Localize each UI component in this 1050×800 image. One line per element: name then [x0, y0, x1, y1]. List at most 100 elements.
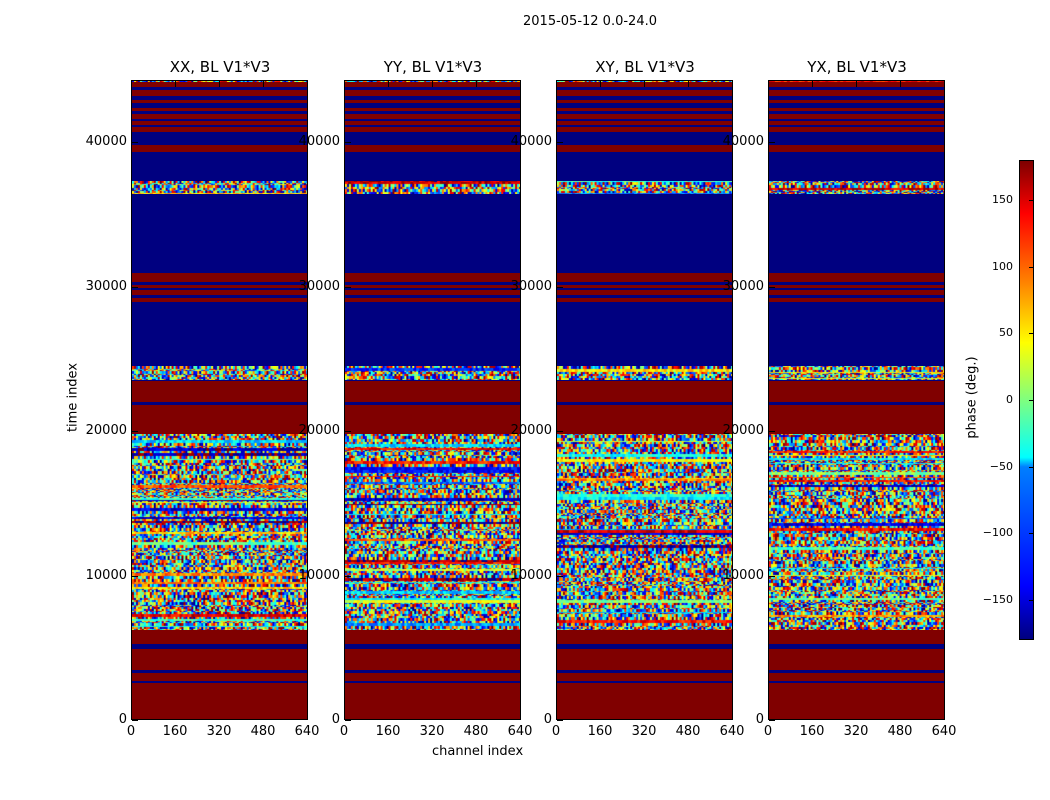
- x-tick-mark: [219, 81, 220, 87]
- heatmap-panel: [131, 80, 308, 720]
- x-tick-label: 320: [843, 724, 869, 739]
- heatmap-noise-band: [769, 433, 944, 630]
- heatmap-solid-band: [769, 294, 944, 298]
- heatmap-solid-band: [345, 121, 520, 126]
- x-tick-label: 0: [551, 724, 561, 739]
- y-tick-mark: [345, 286, 351, 288]
- x-tick-label: 640: [931, 724, 957, 739]
- heatmap-solid-band: [345, 107, 520, 112]
- y-tick-mark: [132, 142, 138, 144]
- heatmap-solid-band: [132, 281, 307, 285]
- y-tick-mark: [769, 575, 775, 577]
- heatmap-solid-band: [345, 87, 520, 90]
- x-tick-label: 160: [587, 724, 613, 739]
- heatmap-solid-band: [557, 87, 732, 90]
- x-tick-mark: [476, 81, 477, 87]
- heatmap-solid-band: [557, 381, 732, 403]
- heatmap-solid-band: [132, 118, 307, 122]
- heatmap-solid-band: [557, 294, 732, 298]
- heatmap-solid-band: [345, 111, 520, 115]
- heatmap-solid-band: [132, 131, 307, 145]
- heatmap-solid-band: [345, 302, 520, 366]
- heatmap-solid-band: [557, 89, 732, 97]
- heatmap-solid-band: [345, 629, 520, 645]
- heatmap-solid-band: [769, 144, 944, 152]
- colorbar-tick-label: 100: [992, 259, 1013, 273]
- heatmap-solid-band: [557, 379, 732, 382]
- heatmap-solid-band: [345, 118, 520, 122]
- heatmap-solid-band: [345, 294, 520, 298]
- colorbar-tick-mark: [1029, 400, 1034, 401]
- x-tick-mark: [131, 81, 132, 87]
- y-tick-label: 40000: [298, 134, 340, 150]
- heatmap-solid-band: [132, 670, 307, 674]
- y-tick-label: 20000: [298, 423, 340, 439]
- heatmap-solid-band: [132, 629, 307, 645]
- heatmap-solid-band: [132, 287, 307, 291]
- y-tick-label: 20000: [722, 423, 764, 439]
- heatmap-solid-band: [769, 151, 944, 181]
- y-tick-label: 20000: [510, 423, 552, 439]
- y-tick-mark: [132, 431, 138, 433]
- heatmap-solid-band: [557, 114, 732, 119]
- x-tick-label: 640: [719, 724, 745, 739]
- y-tick-label: 40000: [85, 134, 127, 150]
- colorbar-tick-mark: [1029, 600, 1034, 601]
- y-tick-mark: [557, 142, 563, 144]
- colorbar-tick-mark: [1029, 466, 1034, 468]
- heatmap-solid-band: [132, 673, 307, 681]
- heatmap-solid-band: [132, 381, 307, 403]
- heatmap-solid-band: [132, 644, 307, 649]
- heatmap-solid-band: [769, 127, 944, 132]
- panel-title: YY, BL V1*V3: [383, 58, 483, 76]
- heatmap-solid-band: [345, 644, 520, 649]
- x-tick-mark: [388, 81, 389, 87]
- heatmap-noise-band: [345, 180, 520, 194]
- y-tick-label: 0: [331, 712, 340, 727]
- y-tick-mark: [132, 286, 138, 288]
- heatmap-solid-band: [557, 680, 732, 684]
- heatmap-solid-band: [345, 131, 520, 145]
- y-tick-label: 20000: [85, 423, 127, 439]
- heatmap-solid-band: [769, 131, 944, 145]
- heatmap-solid-band: [557, 125, 732, 128]
- y-tick-mark: [345, 431, 351, 433]
- heatmap-solid-band: [132, 96, 307, 100]
- heatmap-solid-band: [769, 87, 944, 90]
- heatmap-solid-band: [557, 193, 732, 274]
- x-tick-label: 640: [507, 724, 533, 739]
- colorbar-tick-label: −100: [982, 526, 1013, 540]
- heatmap-solid-band: [345, 404, 520, 434]
- heatmap-solid-band: [557, 127, 732, 132]
- heatmap-solid-band: [769, 673, 944, 681]
- figure-title: 2015-05-12 0.0-24.0: [523, 14, 657, 29]
- heatmap-solid-band: [557, 144, 732, 152]
- heatmap-solid-band: [345, 281, 520, 285]
- heatmap-solid-band: [345, 151, 520, 181]
- heatmap-panel: [768, 80, 945, 720]
- heatmap-solid-band: [557, 673, 732, 681]
- colorbar-tick-label: 50: [999, 326, 1013, 340]
- heatmap-solid-band: [769, 297, 944, 303]
- heatmap-solid-band: [132, 102, 307, 108]
- x-tick-mark: [175, 81, 176, 87]
- heatmap-solid-band: [345, 125, 520, 128]
- heatmap-solid-band: [769, 284, 944, 288]
- colorbar-tick-label: −50: [989, 459, 1013, 473]
- colorbar-tick-mark: [1029, 200, 1034, 201]
- heatmap-noise-band: [132, 365, 307, 380]
- heatmap-solid-band: [345, 680, 520, 684]
- y-tick-mark: [345, 142, 351, 144]
- heatmap-noise-band: [345, 433, 520, 630]
- heatmap-noise-band: [769, 365, 944, 380]
- x-tick-label: 160: [799, 724, 825, 739]
- x-tick-mark: [732, 81, 733, 87]
- heatmap-solid-band: [769, 99, 944, 103]
- heatmap-noise-band: [557, 433, 732, 630]
- heatmap-solid-band: [769, 121, 944, 126]
- heatmap-solid-band: [557, 629, 732, 645]
- heatmap-solid-band: [769, 683, 944, 719]
- panel-title: XY, BL V1*V3: [595, 58, 695, 76]
- heatmap-solid-band: [132, 683, 307, 719]
- y-tick-mark: [769, 142, 775, 144]
